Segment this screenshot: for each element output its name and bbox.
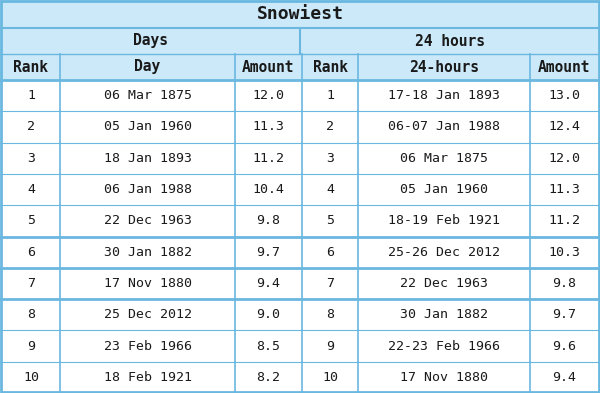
Text: 10: 10 — [23, 371, 39, 384]
Bar — [0, 28, 600, 54]
Text: 17 Nov 1880: 17 Nov 1880 — [400, 371, 488, 384]
Text: 06-07 Jan 1988: 06-07 Jan 1988 — [388, 120, 500, 134]
Text: Amount: Amount — [242, 59, 295, 75]
Text: 9.4: 9.4 — [257, 277, 281, 290]
Text: 1: 1 — [326, 89, 334, 102]
Bar — [0, 362, 600, 393]
Text: 4: 4 — [326, 183, 334, 196]
Text: 30 Jan 1882: 30 Jan 1882 — [104, 246, 191, 259]
Text: 25 Dec 2012: 25 Dec 2012 — [104, 308, 191, 321]
Text: 11.2: 11.2 — [548, 214, 580, 227]
Bar — [0, 331, 600, 362]
Text: 30 Jan 1882: 30 Jan 1882 — [400, 308, 488, 321]
Text: 12.0: 12.0 — [253, 89, 284, 102]
Text: 11.2: 11.2 — [253, 152, 284, 165]
Text: 24-hours: 24-hours — [409, 59, 479, 75]
Text: 18 Feb 1921: 18 Feb 1921 — [104, 371, 191, 384]
Text: 05 Jan 1960: 05 Jan 1960 — [104, 120, 191, 134]
Text: 06 Mar 1875: 06 Mar 1875 — [104, 89, 191, 102]
Text: 23 Feb 1966: 23 Feb 1966 — [104, 340, 191, 353]
Text: 11.3: 11.3 — [253, 120, 284, 134]
Text: Days: Days — [133, 33, 167, 48]
Text: 1: 1 — [27, 89, 35, 102]
Text: 9.0: 9.0 — [257, 308, 281, 321]
Text: 5: 5 — [326, 214, 334, 227]
Text: 2: 2 — [326, 120, 334, 134]
Text: 13.0: 13.0 — [548, 89, 580, 102]
Text: 17-18 Jan 1893: 17-18 Jan 1893 — [388, 89, 500, 102]
Text: Rank: Rank — [14, 59, 49, 75]
Text: 3: 3 — [27, 152, 35, 165]
Text: 8: 8 — [27, 308, 35, 321]
Text: 10: 10 — [322, 371, 338, 384]
Text: 22 Dec 1963: 22 Dec 1963 — [104, 214, 191, 227]
Text: 06 Mar 1875: 06 Mar 1875 — [400, 152, 488, 165]
Text: Rank: Rank — [313, 59, 347, 75]
Text: 12.0: 12.0 — [548, 152, 580, 165]
Bar — [0, 80, 600, 111]
Text: Day: Day — [134, 59, 161, 75]
Bar — [0, 174, 600, 205]
Text: 06 Jan 1988: 06 Jan 1988 — [104, 183, 191, 196]
Bar — [0, 54, 600, 80]
Text: 9: 9 — [27, 340, 35, 353]
Text: 9.8: 9.8 — [552, 277, 576, 290]
Bar — [0, 268, 600, 299]
Text: Amount: Amount — [538, 59, 590, 75]
Bar — [0, 143, 600, 174]
Text: 25-26 Dec 2012: 25-26 Dec 2012 — [388, 246, 500, 259]
Text: 8.2: 8.2 — [257, 371, 281, 384]
Bar — [0, 0, 600, 28]
Text: 11.3: 11.3 — [548, 183, 580, 196]
Text: 9.6: 9.6 — [552, 340, 576, 353]
Text: 18-19 Feb 1921: 18-19 Feb 1921 — [388, 214, 500, 227]
Bar — [0, 299, 600, 331]
Text: 10.4: 10.4 — [253, 183, 284, 196]
Text: 9.7: 9.7 — [552, 308, 576, 321]
Text: 4: 4 — [27, 183, 35, 196]
Text: 3: 3 — [326, 152, 334, 165]
Text: 18 Jan 1893: 18 Jan 1893 — [104, 152, 191, 165]
Text: 8.5: 8.5 — [257, 340, 281, 353]
Text: 9.4: 9.4 — [552, 371, 576, 384]
Text: 6: 6 — [27, 246, 35, 259]
Bar — [0, 111, 600, 143]
Text: Snowiest: Snowiest — [257, 5, 343, 23]
Text: 17 Nov 1880: 17 Nov 1880 — [104, 277, 191, 290]
Text: 22-23 Feb 1966: 22-23 Feb 1966 — [388, 340, 500, 353]
Text: 6: 6 — [326, 246, 334, 259]
Text: 9: 9 — [326, 340, 334, 353]
Text: 12.4: 12.4 — [548, 120, 580, 134]
Text: 5: 5 — [27, 214, 35, 227]
Text: 10.3: 10.3 — [548, 246, 580, 259]
Text: 8: 8 — [326, 308, 334, 321]
Bar — [0, 205, 600, 237]
Text: 22 Dec 1963: 22 Dec 1963 — [400, 277, 488, 290]
Text: 7: 7 — [326, 277, 334, 290]
Text: 2: 2 — [27, 120, 35, 134]
Text: 9.7: 9.7 — [257, 246, 281, 259]
Bar — [0, 237, 600, 268]
Text: 7: 7 — [27, 277, 35, 290]
Text: 9.8: 9.8 — [257, 214, 281, 227]
Text: 05 Jan 1960: 05 Jan 1960 — [400, 183, 488, 196]
Text: 24 hours: 24 hours — [415, 33, 485, 48]
